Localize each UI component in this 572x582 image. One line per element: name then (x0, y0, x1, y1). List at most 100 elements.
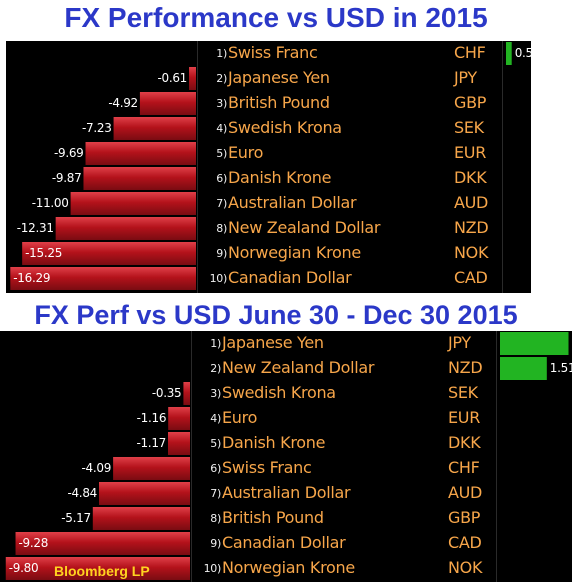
value-label-jpy: -0.61 (157, 71, 188, 85)
source-label: Bloomberg LP (54, 563, 150, 579)
currency-name-nzd: New Zealand Dollar (228, 218, 381, 237)
rank-9: 9) (210, 537, 221, 550)
rank-7: 7) (216, 197, 227, 210)
value-label-cad: -9.28 (18, 536, 49, 550)
currency-name-chf: Swiss Franc (222, 458, 312, 477)
currency-name-gbp: British Pound (222, 508, 324, 527)
currency-name-sek: Swedish Krona (228, 118, 342, 137)
currency-code-dkk: DKK (448, 433, 481, 452)
rank-1: 1) (216, 47, 227, 60)
bar-sek (183, 382, 190, 405)
currency-name-nzd: New Zealand Dollar (222, 358, 375, 377)
bar-dkk (168, 432, 190, 455)
rank-6: 6) (210, 462, 221, 475)
rank-7: 7) (210, 487, 221, 500)
rank-10: 10) (203, 562, 222, 575)
value-label-nok: -9.80 (8, 561, 39, 575)
bar-cad (10, 267, 196, 290)
rank-4: 4) (216, 122, 227, 135)
currency-name-nok: Norwegian Krone (222, 558, 355, 577)
bar-nok (5, 557, 191, 580)
currency-name-dkk: Danish Krone (222, 433, 326, 452)
bar-nzd (500, 357, 547, 380)
currency-code-dkk: DKK (454, 168, 487, 187)
currency-name-aud: Australian Dollar (222, 483, 351, 502)
bar-jpy (500, 332, 569, 355)
bar-aud (70, 192, 196, 215)
currency-code-eur: EUR (448, 408, 481, 427)
value-label-nzd: -12.31 (16, 221, 54, 235)
bar-cad (15, 532, 191, 555)
value-label-eur: -9.69 (53, 146, 84, 160)
currency-code-nok: NOK (448, 558, 483, 577)
currency-code-eur: EUR (454, 143, 487, 162)
value-label-chf: 0.57 (514, 46, 531, 60)
rank-10: 10) (209, 272, 228, 285)
value-label-eur: -1.16 (136, 411, 167, 425)
currency-name-aud: Australian Dollar (228, 193, 357, 212)
value-label-dkk: -9.87 (51, 171, 82, 185)
bar-dkk (83, 167, 196, 190)
currency-name-chf: Swiss Franc (228, 43, 318, 62)
rank-6: 6) (216, 172, 227, 185)
currency-code-nok: NOK (454, 243, 489, 262)
currency-name-eur: Euro (222, 408, 258, 427)
rank-3: 3) (210, 387, 221, 400)
rank-8: 8) (216, 222, 227, 235)
value-label-aud: -4.84 (67, 486, 97, 500)
currency-name-cad: Canadian Dollar (222, 533, 346, 552)
value-label-nzd: 1.51 (549, 361, 572, 375)
currency-name-sek: Swedish Krona (222, 383, 336, 402)
currency-code-nzd: NZD (454, 218, 489, 237)
panel-divider (496, 331, 497, 582)
value-label-sek: -0.35 (151, 386, 182, 400)
rank-5: 5) (216, 147, 227, 160)
currency-code-cad: CAD (448, 533, 482, 552)
bar-chf (113, 457, 190, 480)
currency-name-dkk: Danish Krone (228, 168, 332, 187)
value-label-gbp: -5.17 (61, 511, 91, 525)
bar-chf (506, 42, 512, 65)
rank-1: 1) (210, 337, 221, 350)
currency-name-eur: Euro (228, 143, 264, 162)
chart-panel-1: 0.57 1)Swiss Franc CHF -0.61 2)Japanese Yen J… (6, 41, 531, 293)
currency-code-nzd: NZD (448, 358, 483, 377)
bar-jpy (189, 67, 196, 90)
rank-4: 4) (210, 412, 221, 425)
currency-name-jpy: Japanese Yen (228, 68, 330, 87)
value-label-nok: -15.25 (25, 246, 63, 260)
currency-code-gbp: GBP (454, 93, 487, 112)
currency-code-chf: CHF (448, 458, 480, 477)
currency-code-jpy: JPY (454, 68, 477, 87)
currency-code-sek: SEK (448, 383, 478, 402)
bar-nzd (55, 217, 196, 240)
value-label-cad: -16.29 (13, 271, 51, 285)
value-label-gbp: -4.92 (108, 96, 138, 110)
currency-code-jpy: JPY (448, 333, 471, 352)
chart-title-2: FX Perf vs USD June 30 - Dec 30 2015 (34, 300, 518, 330)
currency-code-chf: CHF (454, 43, 486, 62)
value-label-aud: -11.00 (31, 196, 69, 210)
bar-gbp (139, 92, 196, 115)
bar-aud (99, 482, 190, 505)
currency-code-gbp: GBP (448, 508, 481, 527)
currency-code-cad: CAD (454, 268, 488, 287)
currency-code-aud: AUD (448, 483, 483, 502)
currency-code-aud: AUD (454, 193, 489, 212)
bar-eur (85, 142, 196, 165)
value-label-sek: -7.23 (82, 121, 112, 135)
rank-2: 2) (216, 72, 227, 85)
rank-5: 5) (210, 437, 221, 450)
value-label-chf: -4.09 (81, 461, 112, 475)
bar-area-1 (10, 42, 512, 290)
rank-8: 8) (210, 512, 221, 525)
currency-name-gbp: British Pound (228, 93, 330, 112)
rank-2: 2) (210, 362, 221, 375)
bar-sek (113, 117, 196, 140)
currency-name-jpy: Japanese Yen (222, 333, 324, 352)
bar-nok (22, 242, 197, 265)
currency-code-sek: SEK (454, 118, 484, 137)
panel-divider (191, 331, 192, 582)
currency-name-nok: Norwegian Krone (228, 243, 361, 262)
